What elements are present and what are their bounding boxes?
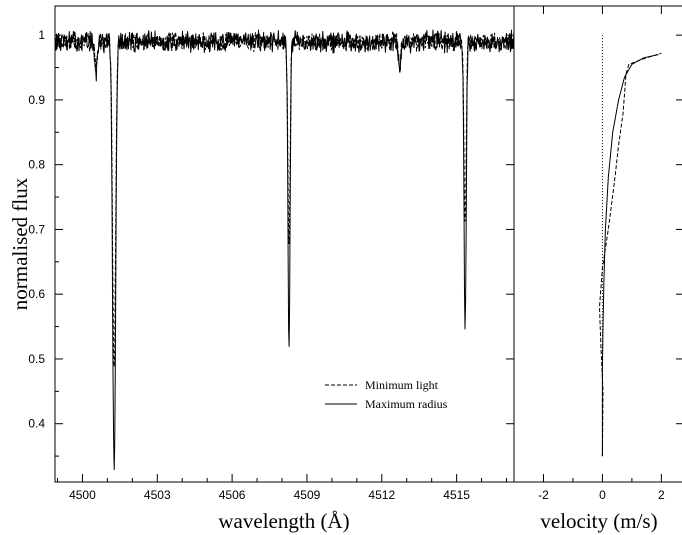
spectrum-x-tick-label: 4506 — [219, 488, 246, 502]
legend: Minimum light Maximum radius — [325, 378, 448, 411]
velocity-x-axis-title: velocity (m/s) — [540, 509, 657, 533]
spectrum-y-axis-title: normalised flux — [8, 177, 32, 310]
spectrum-x-tick-label: 4512 — [368, 488, 395, 502]
velocity-x-tick-label: 0 — [599, 488, 606, 502]
spectrum-x-tick-label: 4515 — [443, 488, 470, 502]
spectrum-curves — [54, 29, 515, 471]
spectrum-panel: 4500 4503 4506 4509 4512 4515 0.4 0.5 0.6 0.7 0.8 0… — [8, 5, 515, 533]
spectrum-y-tick-label: 0.8 — [28, 158, 45, 172]
legend-label-minimum-light: Minimum light — [365, 378, 439, 392]
spectrum-axis-ticks: 4500 4503 4506 4509 4512 4515 0.4 0.5 0.6 0.7 0.8 0… — [28, 28, 514, 502]
bisector-maximum-radius-line — [601, 54, 659, 457]
spectrum-y-tick-label: 1 — [38, 28, 45, 42]
series-maximum-radius-line — [54, 29, 515, 471]
spectrum-x-tick-label: 4503 — [144, 488, 171, 502]
spectrum-plot-frame — [54, 5, 515, 483]
spectrum-y-tick-label: 0.5 — [28, 352, 45, 366]
spectrum-y-tick-label: 0.6 — [28, 287, 45, 301]
spectrum-y-tick-label: 0.4 — [28, 417, 45, 431]
spectrum-x-axis-title: wavelength (Å) — [218, 509, 349, 533]
spectrum-y-tick-label: 0.7 — [28, 222, 45, 236]
velocity-x-tick-label: -2 — [538, 488, 549, 502]
spectrum-x-tick-label: 4500 — [69, 488, 96, 502]
velocity-x-tick-label: 2 — [658, 488, 665, 502]
spectrum-y-tick-label: 0.9 — [28, 93, 45, 107]
spectrum-x-tick-label: 4509 — [294, 488, 321, 502]
series-minimum-light-line — [54, 31, 515, 367]
bisector-minimum-light-line — [598, 52, 662, 457]
velocity-panel: -2 0 2 velocity (m/s) — [514, 5, 682, 533]
legend-label-maximum-radius: Maximum radius — [365, 397, 448, 411]
velocity-curves — [598, 35, 662, 457]
velocity-axis-ticks: -2 0 2 — [538, 6, 682, 502]
